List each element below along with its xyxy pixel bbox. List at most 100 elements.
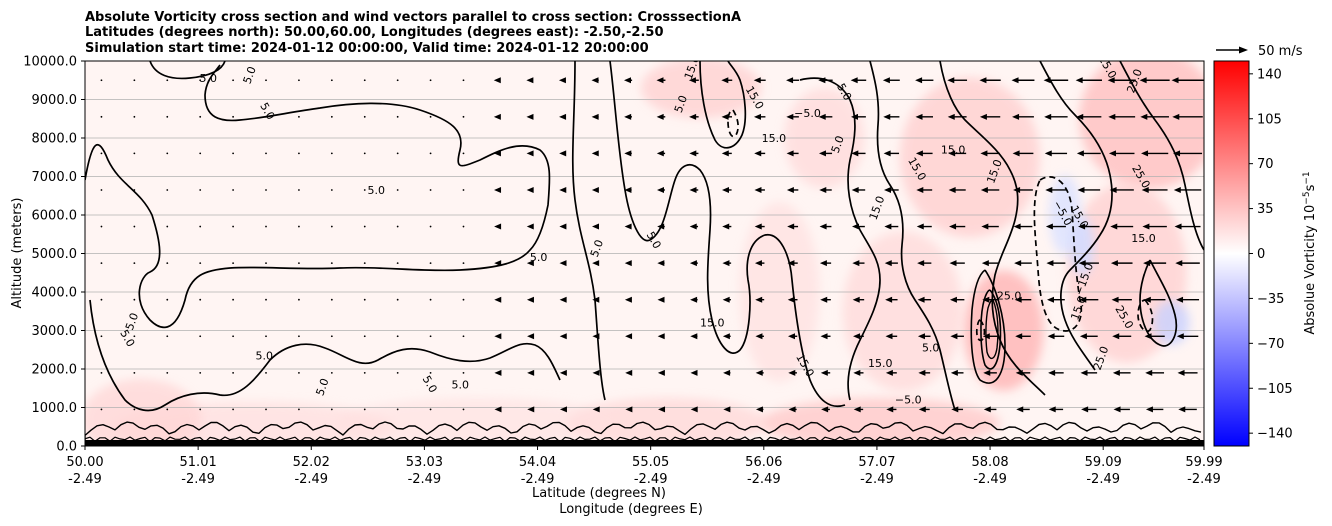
wind-vector [330,189,333,191]
wind-vector [199,225,202,228]
wind-vector-head [1112,369,1120,376]
wind-vector-head [723,369,731,376]
wind-vector-head [559,150,567,157]
y-tick-label: 9000.0 [32,93,78,108]
contour-line-negative [1033,176,1083,332]
wind-vector-head [1177,369,1185,376]
wind-vector [232,115,235,118]
wind-vector [493,77,501,84]
wind-vector [820,296,831,303]
colorbar: 140 105 70 35 0 −35 −70 −105 −140 Absolue Vortic… [1213,60,1318,447]
colorbar-label: Absolue Vorticity 10−5s−1 [1302,171,1318,334]
wind-vector [133,225,136,228]
wind-vector-head [1140,113,1148,120]
wind-vector-head [754,186,762,193]
wind-vector-head [526,186,534,193]
wind-vector [330,371,333,374]
wind-vector [199,152,202,155]
wind-vector-head [1113,406,1121,413]
wind-vector [754,186,765,193]
wind-vector-head [1107,77,1115,84]
wind-vector [1112,333,1132,340]
wind-vector [884,260,898,267]
wind-vector-head [722,260,730,267]
x-tick-label-lat: 55.05 [632,455,669,470]
wind-vector [462,115,465,118]
wind-vector [1080,369,1098,376]
wind-vector [1044,150,1068,157]
quiver-key-label: 50 m/s [1258,44,1303,59]
wind-vector [885,333,898,340]
wind-vector [1047,333,1065,340]
wind-vector [624,150,632,157]
wind-vector-head [885,296,893,303]
wind-vector-head [690,333,698,340]
wind-vector [947,77,968,84]
wind-vector [721,77,733,84]
wind-vector [947,113,967,120]
wind-vector [363,335,366,338]
contour-line-negative [975,319,986,342]
wind-vector-head [852,296,860,303]
wind-vector-head [1172,113,1180,120]
wind-vector [656,113,666,120]
wind-vector-head [1046,296,1054,303]
wind-vector [559,296,567,303]
wind-vector [166,408,169,411]
contour-label: 15.0 [700,317,725,330]
wind-vector-head [915,113,923,120]
wind-vector [886,406,897,413]
x-tick-label-lon: -2.49 [1086,472,1120,487]
wind-vector [330,79,333,82]
wind-vector [559,333,567,340]
colorbar-tick-label: 140 [1257,67,1282,82]
wind-vector [949,260,965,267]
wind-vector [1081,406,1097,413]
wind-vector [689,223,699,230]
wind-vector [232,262,235,265]
wind-vector-head [690,369,698,376]
colorbar-tick-label: −140 [1257,427,1293,442]
wind-vector [166,189,169,191]
wind-vector [1046,260,1066,267]
wind-vector-head [1078,223,1086,230]
wind-vector [656,77,666,84]
wind-vector [462,189,465,191]
contour-label: 5.0 [199,72,217,85]
title-line-2: Latitudes (degrees north): 50.00,60.00, … [85,25,664,40]
wind-vector [982,333,998,340]
wind-vector [1015,369,1031,376]
wind-vector-head [818,77,826,84]
wind-vector [851,186,866,193]
wind-vector [755,333,764,340]
wind-vector-head [982,333,990,340]
wind-vector [592,406,600,413]
wind-vector-head [918,406,926,413]
wind-vector [1173,186,1202,193]
wind-vector [396,408,399,411]
wind-vector-head [819,186,827,193]
wind-vector [462,79,465,82]
contour-line [1039,61,1113,371]
wind-vector [885,296,898,303]
wind-vector [818,113,833,120]
wind-vector-head [526,113,534,120]
contour-line [799,77,881,401]
wind-vector-head [918,369,926,376]
wind-vector-head [657,223,665,230]
wind-vector [265,79,267,82]
wind-vector [689,150,699,157]
wind-vector [883,150,900,157]
wind-vector-head [1045,186,1053,193]
wind-vector [232,79,235,82]
wind-vector [657,369,665,376]
wind-vector [624,223,632,230]
wind-vector-head [1108,150,1116,157]
wind-vector-head [689,260,697,267]
contour-line [980,289,1002,370]
wind-vector [819,223,832,230]
wind-vector-head [819,260,827,267]
wind-vector-head [1142,223,1150,230]
wind-vector [656,150,666,157]
wind-vector [786,113,799,120]
